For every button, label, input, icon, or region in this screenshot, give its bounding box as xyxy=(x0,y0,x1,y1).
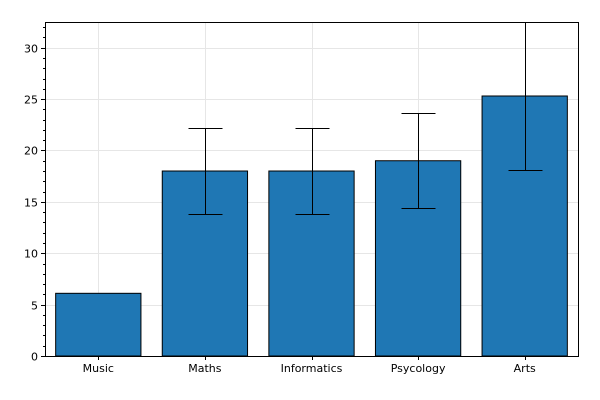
y-axis: 0 5 10 15 20 25 30 xyxy=(24,27,45,364)
y-tick-label: 20 xyxy=(24,145,38,158)
bars xyxy=(55,95,568,357)
bar-arts xyxy=(481,95,568,357)
y-tick-label: 0 xyxy=(31,351,38,364)
y-tick-label: 25 xyxy=(24,94,38,107)
bar-informatics xyxy=(268,170,355,357)
x-tick-label: Maths xyxy=(188,362,222,375)
y-tick-label: 15 xyxy=(24,197,38,210)
y-tick-label: 5 xyxy=(31,300,38,313)
y-tick-label: 10 xyxy=(24,248,38,261)
bar-music xyxy=(55,292,142,357)
x-tick-label: Informatics xyxy=(281,362,343,375)
error-bars xyxy=(188,22,543,215)
x-tick-label: Psycology xyxy=(391,362,446,375)
bar-maths xyxy=(161,170,249,357)
x-tick-label: Music xyxy=(83,362,114,375)
x-axis: Music Maths Informatics Psycology Arts xyxy=(83,356,536,375)
y-tick-label: 30 xyxy=(24,43,38,56)
x-tick-label: Arts xyxy=(514,362,536,375)
